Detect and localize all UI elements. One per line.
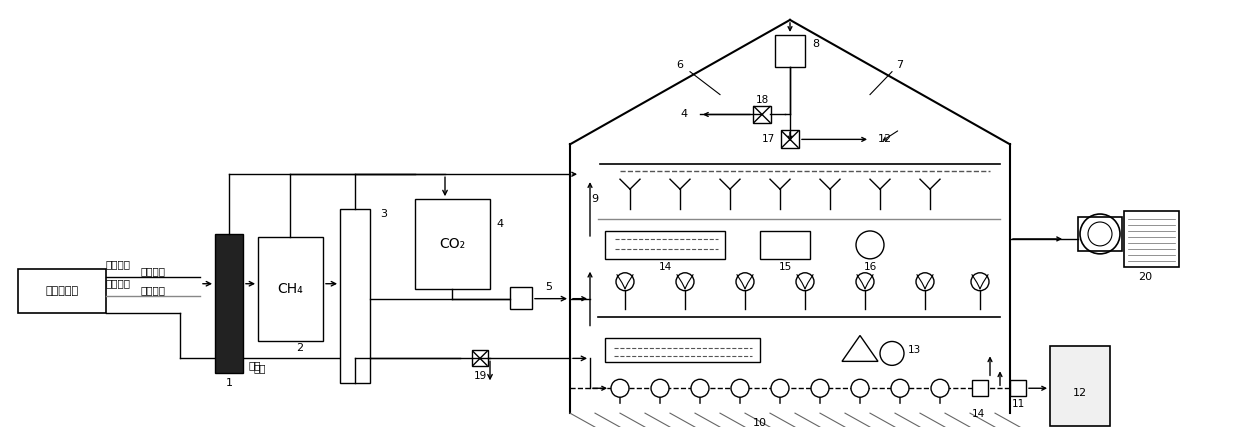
Text: CH₄: CH₄ xyxy=(277,282,303,296)
Bar xyxy=(972,380,988,396)
Text: 8: 8 xyxy=(812,39,820,49)
Bar xyxy=(258,237,322,341)
Text: 9: 9 xyxy=(591,194,598,204)
Bar xyxy=(1078,217,1122,251)
Text: 17: 17 xyxy=(761,134,775,145)
Circle shape xyxy=(892,379,909,397)
Text: 2: 2 xyxy=(296,344,304,353)
Text: 10: 10 xyxy=(753,418,768,428)
Bar xyxy=(781,130,799,148)
Text: 沼气发酵: 沼气发酵 xyxy=(140,266,165,276)
Circle shape xyxy=(771,379,789,397)
Text: 酒精发酵: 酒精发酵 xyxy=(105,278,131,288)
Bar xyxy=(760,231,810,259)
Bar xyxy=(19,269,105,313)
Text: 沼气发酵: 沼气发酵 xyxy=(105,259,131,269)
Bar xyxy=(1050,347,1110,426)
Circle shape xyxy=(856,273,874,291)
Text: 6: 6 xyxy=(677,60,683,69)
Text: 酒精发酵: 酒精发酵 xyxy=(140,285,165,295)
Text: 12: 12 xyxy=(1073,388,1087,398)
Bar xyxy=(1123,211,1179,267)
Circle shape xyxy=(796,273,813,291)
Circle shape xyxy=(616,273,634,291)
Text: 酒精: 酒精 xyxy=(254,363,267,373)
Circle shape xyxy=(916,273,934,291)
Bar xyxy=(1011,380,1025,396)
Text: 18: 18 xyxy=(755,94,769,105)
Circle shape xyxy=(611,379,629,397)
Bar xyxy=(472,350,489,366)
Text: 12: 12 xyxy=(878,134,892,145)
Circle shape xyxy=(856,231,884,259)
Text: 20: 20 xyxy=(1138,272,1152,282)
Bar xyxy=(415,199,490,289)
Text: 19: 19 xyxy=(474,372,486,381)
Text: 1: 1 xyxy=(226,378,233,388)
Bar xyxy=(753,106,771,124)
Circle shape xyxy=(737,273,754,291)
Circle shape xyxy=(931,379,949,397)
Circle shape xyxy=(732,379,749,397)
Text: 5: 5 xyxy=(546,282,552,292)
Bar xyxy=(605,231,725,259)
Circle shape xyxy=(851,379,869,397)
Bar xyxy=(775,35,805,66)
Circle shape xyxy=(811,379,830,397)
Text: 生物质原料: 生物质原料 xyxy=(46,286,78,296)
Text: 4: 4 xyxy=(496,219,503,229)
Text: 酒精: 酒精 xyxy=(249,360,262,370)
Bar xyxy=(510,287,532,308)
Text: 16: 16 xyxy=(863,262,877,272)
Text: 4: 4 xyxy=(681,109,688,120)
Circle shape xyxy=(880,341,904,366)
Text: 7: 7 xyxy=(897,60,904,69)
Circle shape xyxy=(651,379,670,397)
Circle shape xyxy=(676,273,694,291)
Bar xyxy=(605,338,760,363)
Circle shape xyxy=(691,379,709,397)
Bar xyxy=(340,209,370,383)
Text: 11: 11 xyxy=(1012,399,1024,409)
Text: 3: 3 xyxy=(379,209,387,219)
Text: 13: 13 xyxy=(908,345,921,355)
Text: 14: 14 xyxy=(658,262,672,272)
Text: 15: 15 xyxy=(779,262,791,272)
Text: 14: 14 xyxy=(972,409,986,419)
Circle shape xyxy=(1087,222,1112,246)
Circle shape xyxy=(1080,214,1120,254)
Text: CO₂: CO₂ xyxy=(439,237,465,251)
Circle shape xyxy=(971,273,990,291)
Bar xyxy=(215,234,243,373)
